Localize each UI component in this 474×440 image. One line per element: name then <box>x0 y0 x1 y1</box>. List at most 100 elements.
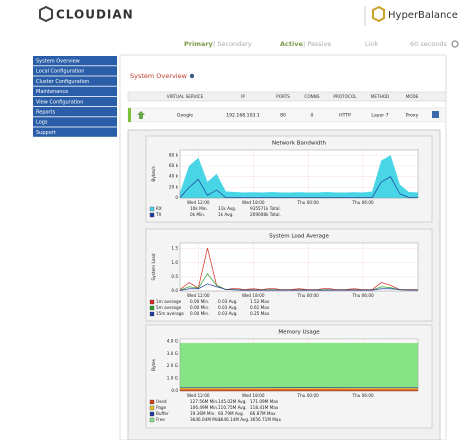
table-cell: Proxy <box>406 113 419 119</box>
y-axis-label: System Load <box>151 253 156 280</box>
y-axis-label: Bytes <box>151 359 156 371</box>
product-logo <box>372 5 385 23</box>
y-tick-label: 4.0 G <box>167 338 178 343</box>
menu-item[interactable]: Maintenance <box>36 89 68 95</box>
area <box>179 388 419 392</box>
graph-icon[interactable] <box>432 111 439 118</box>
legend-stat: 118.41M Max <box>250 405 279 410</box>
nav-primary[interactable]: Primary <box>184 40 214 48</box>
menu-item[interactable]: System Overview <box>36 59 80 65</box>
table: VIRTUAL SERVICE IP PORTS CONNS PROTOCOL METHO… <box>167 94 419 119</box>
x-tick-label: Thu 06:00 <box>351 393 374 398</box>
sidebar: System Overview Local Configuration Cluste… <box>33 56 117 137</box>
menu-item[interactable]: Cluster Configuration <box>36 79 89 85</box>
y-axis-label: Bytes/s <box>151 166 156 181</box>
brand-logo <box>39 5 53 23</box>
table-cell: HTTP <box>339 113 351 119</box>
y-tick-label: 80 k <box>169 152 179 157</box>
menu-item[interactable]: Logs <box>36 120 48 126</box>
nav-link[interactable]: Link <box>365 40 379 48</box>
nav-passive[interactable]: | Passive <box>303 40 331 48</box>
legend-label: Page <box>156 405 167 410</box>
help-icon[interactable] <box>189 73 195 79</box>
settings-icon[interactable] <box>451 40 459 48</box>
menu-item[interactable]: Local Configuration <box>36 69 84 75</box>
menu-item-bg[interactable] <box>33 117 117 127</box>
x-tick-label: Thu 00:00 <box>297 293 320 298</box>
y-tick-label: 0.0 <box>171 288 178 293</box>
y-tick-label: 1.0 <box>171 260 178 265</box>
line <box>179 176 418 198</box>
menu-item-bg[interactable] <box>33 76 117 86</box>
legend-stat: 110.75M Avg. <box>218 405 247 410</box>
x-tick-label: Wed 18:00 <box>242 200 265 205</box>
menu-item-bg[interactable] <box>33 66 117 76</box>
y-tick-label: 20 k <box>169 184 179 189</box>
y-tick-label: 40 k <box>169 174 179 179</box>
legend-label: 1m average <box>156 299 182 304</box>
nav-refresh[interactable]: 60 seconds <box>410 40 448 48</box>
y-tick-label: 0.5 <box>171 274 178 279</box>
y-tick-label: 0 <box>175 195 178 200</box>
table-row <box>127 107 447 123</box>
graph-title: Network Bandwidth <box>272 141 327 147</box>
page-title: System Overview <box>130 72 188 80</box>
legend-stat: 0.00 Min. <box>190 299 209 304</box>
table-header <box>127 91 447 102</box>
menu-item[interactable]: View Configuration <box>36 99 83 105</box>
legend-stat: 0.00 Min. <box>190 311 209 316</box>
legend-stat: 19.36M Min. <box>190 411 216 416</box>
menu-item-bg[interactable] <box>33 96 117 107</box>
legend-label: Buffer <box>156 411 169 416</box>
menu-item-bg[interactable] <box>33 56 117 66</box>
graph-title: System Load Average <box>269 234 329 240</box>
legend-swatch <box>149 206 155 212</box>
legend-stat: 106.49M Min. <box>190 405 218 410</box>
legend-stat: 0.00 Min. <box>190 305 209 310</box>
table-cell: 192.168.103.1 <box>226 113 260 119</box>
nav-active[interactable]: Active <box>280 40 303 48</box>
x-tick-label: Wed 12:00 <box>187 293 210 298</box>
plot-frame <box>179 149 419 199</box>
legend-stat: 0.25 Max <box>250 311 270 316</box>
legend-stat: 0k Min. <box>190 212 205 217</box>
legend-stat: 0.03 Avg. <box>218 311 238 316</box>
legend-swatch <box>149 405 155 411</box>
nav-secondary[interactable]: | Secondary <box>213 40 252 48</box>
menu-item-bg[interactable] <box>33 127 117 137</box>
legend-stat: 0.03 Avg. <box>218 299 238 304</box>
y-tick-label: 0.0 <box>171 388 178 393</box>
legend-swatch <box>149 311 155 317</box>
legend-swatch <box>149 305 155 311</box>
table-cell: 80 <box>280 113 286 119</box>
column-header: METHOD <box>371 94 390 99</box>
x-tick-label: Thu 06:00 <box>351 200 374 205</box>
graph-title: Memory Usage <box>278 330 320 336</box>
legend-stat: 0.03 Avg. <box>218 305 238 310</box>
menu-item[interactable]: Reports <box>36 110 56 116</box>
column-header: CONNS <box>304 94 319 99</box>
column-header: MODE <box>406 94 419 99</box>
y-tick-label: 3.0 G <box>167 351 178 356</box>
legend-stat: 1.52 Max <box>250 299 270 304</box>
legend-swatch <box>149 417 155 423</box>
legend-stat: 11k Avg. <box>218 206 236 211</box>
table-cell: 0 <box>311 113 314 119</box>
legend-stat: 1k Avg. <box>218 212 234 217</box>
area <box>179 342 419 388</box>
legend-stat: 0.61 Max <box>250 305 270 310</box>
x-tick-label: Thu 00:00 <box>297 200 320 205</box>
y-tick-label: 1.5 <box>171 246 178 251</box>
legend-stat: 3656.71M Max <box>250 417 281 422</box>
line <box>179 283 418 291</box>
x-tick-label: Wed 18:00 <box>242 393 265 398</box>
plot-area <box>180 243 418 291</box>
header-bg <box>0 0 474 32</box>
legend-swatch <box>149 411 155 417</box>
y-tick-label: 2.0 G <box>167 363 178 368</box>
legend-label: Free <box>156 417 165 422</box>
menu-item[interactable]: Support <box>36 130 56 136</box>
menu-item-bg[interactable] <box>33 107 117 117</box>
menu-item-bg[interactable] <box>33 86 117 96</box>
